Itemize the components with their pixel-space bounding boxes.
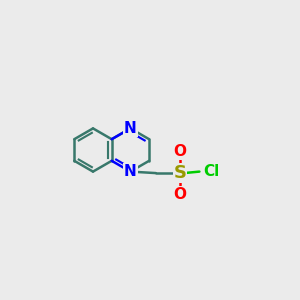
Text: S: S	[173, 164, 186, 182]
Text: O: O	[173, 187, 186, 202]
Text: Cl: Cl	[203, 164, 220, 179]
Text: N: N	[124, 164, 137, 179]
Text: N: N	[124, 121, 137, 136]
Text: O: O	[173, 144, 186, 159]
